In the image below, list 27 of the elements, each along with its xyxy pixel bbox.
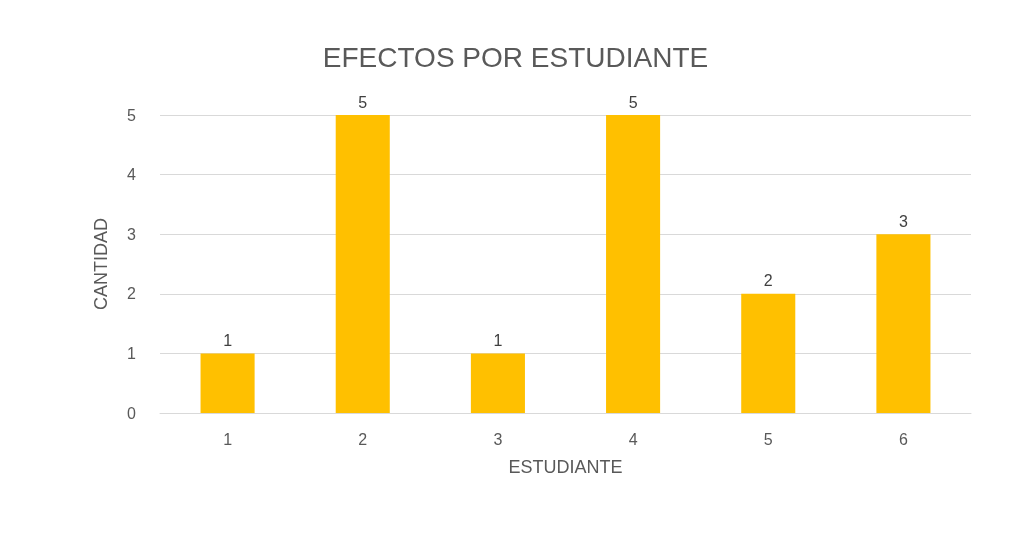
y-axis-title: CANTIDAD [91,217,111,311]
x-axis-title: ESTUDIANTE [508,457,623,477]
y-tick-label: 4 [127,166,137,184]
chart-title: EFECTOS POR ESTUDIANTE [322,41,709,73]
bar [606,115,661,413]
x-tick-label: 1 [223,430,233,448]
data-label: 3 [898,212,908,230]
y-tick-label: 0 [127,404,137,422]
data-label: 5 [628,93,638,111]
y-tick-label: 5 [127,106,137,124]
x-tick-label: 6 [898,430,908,448]
x-tick-label: 5 [763,430,773,448]
x-tick-label: 2 [358,430,368,448]
data-label: 1 [493,331,503,349]
bar [470,353,525,413]
data-label: 5 [358,93,368,111]
x-tick-label: 3 [493,430,503,448]
y-tick-label: 3 [127,225,137,243]
bar [741,293,796,413]
data-label: 2 [763,272,773,290]
bar [335,115,390,413]
bar [200,353,255,413]
bar [876,234,931,413]
y-tick-label: 1 [127,344,137,362]
x-tick-label: 4 [628,430,638,448]
data-label: 1 [223,331,233,349]
y-tick-label: 2 [127,285,137,303]
